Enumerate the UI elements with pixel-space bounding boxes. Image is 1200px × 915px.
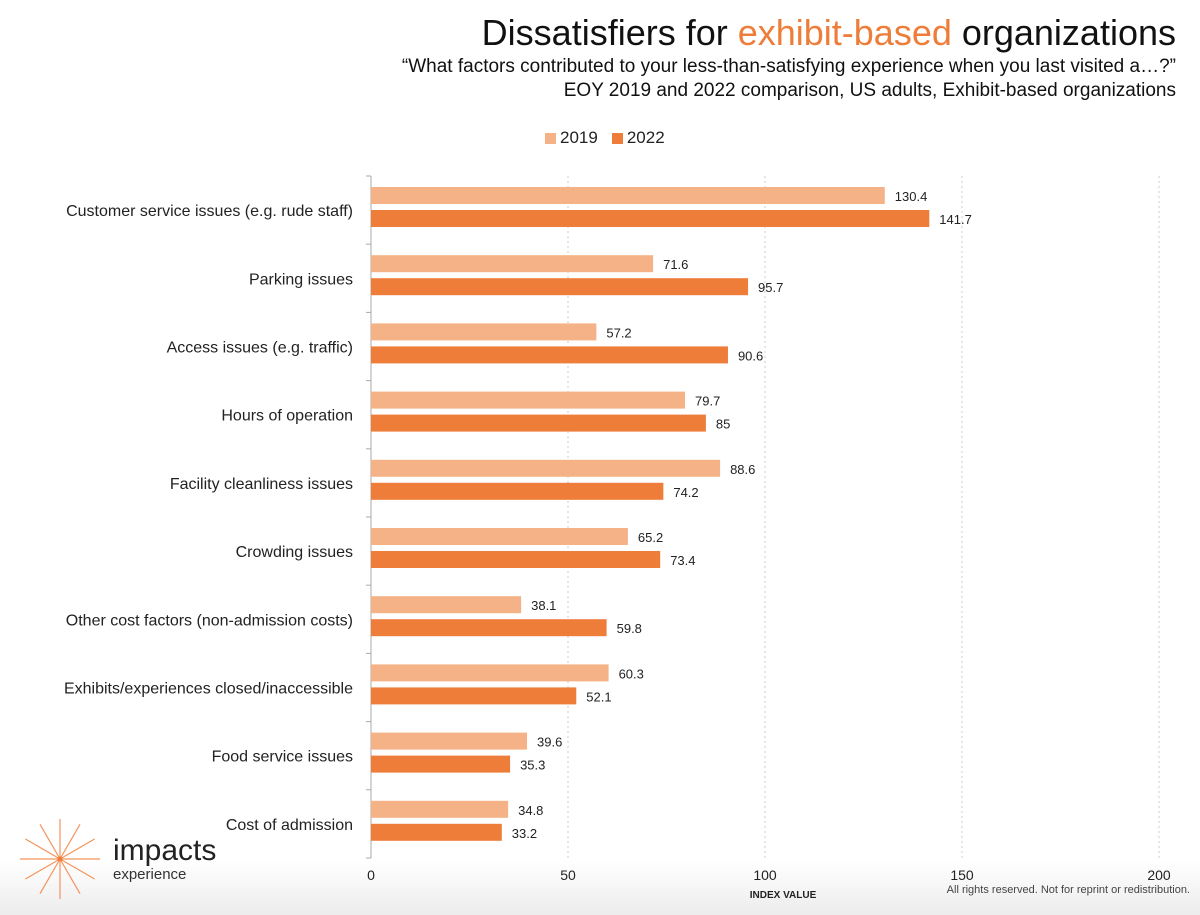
data-label: 60.3 (619, 666, 644, 681)
legend-label: 2019 (560, 128, 598, 147)
bar-2019 (371, 528, 628, 545)
data-label: 73.4 (670, 553, 695, 568)
data-label: 38.1 (531, 598, 556, 613)
bar-2019 (371, 323, 597, 341)
bar-2022 (371, 619, 607, 637)
x-tick-label: 200 (1147, 867, 1171, 883)
title-part: Dissatisfiers for (481, 12, 738, 53)
logo-text: impacts (113, 834, 217, 867)
bar-2019 (371, 664, 609, 682)
data-label: 90.6 (738, 348, 763, 363)
category-label: Access issues (e.g. traffic) (167, 340, 353, 357)
data-label: 79.7 (695, 394, 720, 409)
bar-2019 (371, 459, 721, 477)
category-label: Facility cleanliness issues (170, 476, 353, 493)
data-label: 52.1 (586, 689, 611, 704)
data-label: 88.6 (730, 462, 755, 477)
category-label: Customer service issues (e.g. rude staff… (66, 203, 353, 220)
bar-2022 (371, 414, 706, 432)
bar-2022 (371, 551, 661, 568)
x-tick-label: 0 (367, 867, 375, 883)
legend-item-2022: 2022 (611, 128, 665, 148)
title-part: organizations (951, 12, 1176, 53)
data-label: 130.4 (895, 189, 928, 204)
legend-swatch (545, 132, 556, 144)
logo-subtext: experience (113, 866, 187, 883)
bar-2022 (371, 346, 728, 364)
category-label: Food service issues (212, 749, 353, 766)
bar-2019 (371, 596, 522, 614)
data-label: 141.7 (939, 212, 972, 227)
bar-2019 (371, 391, 686, 409)
data-label: 65.2 (638, 530, 663, 545)
footer-note: All rights reserved. Not for reprint or … (946, 884, 1190, 896)
data-label: 34.8 (518, 803, 543, 818)
bar-2019 (371, 255, 654, 273)
category-label: Crowding issues (236, 544, 353, 561)
data-label: 71.6 (663, 257, 688, 272)
bar-2022 (371, 278, 749, 296)
bar-2019 (371, 732, 528, 750)
bar-2022 (371, 823, 502, 841)
x-axis-label: INDEX VALUE (750, 890, 817, 901)
x-tick-label: 150 (950, 867, 974, 883)
data-label: 39.6 (537, 735, 562, 750)
bar-2022 (371, 687, 577, 705)
bar-2019 (371, 800, 509, 818)
data-label: 59.8 (617, 621, 642, 636)
legend-item-2019: 2019 (545, 128, 598, 148)
data-label: 85 (716, 417, 730, 432)
bar-2022 (371, 482, 664, 500)
legend-label: 2022 (626, 128, 665, 147)
bar-2022 (371, 755, 511, 773)
subtitle-description: EOY 2019 and 2022 comparison, US adults,… (563, 80, 1176, 101)
legend-swatch (611, 132, 623, 144)
category-label: Cost of admission (226, 817, 353, 834)
data-label: 35.3 (520, 758, 545, 773)
category-label: Exhibits/experiences closed/inaccessible (64, 681, 353, 698)
data-label: 33.2 (512, 826, 537, 841)
x-tick-label: 50 (560, 867, 576, 883)
category-label: Parking issues (249, 271, 353, 288)
category-label: Other cost factors (non-admission costs) (66, 612, 353, 629)
data-label: 57.2 (606, 325, 631, 340)
subtitle-question: “What factors contributed to your less-t… (401, 56, 1176, 77)
category-label: Hours of operation (221, 408, 353, 425)
bar-2019 (371, 187, 885, 204)
bar-2022 (371, 210, 930, 227)
impacts-starburst-logo-icon (20, 819, 100, 899)
chart-title: Dissatisfiers for exhibit-based organiza… (482, 12, 1176, 54)
legend: 2019 2022 (545, 128, 665, 148)
data-label: 95.7 (758, 280, 783, 295)
data-label: 74.2 (673, 485, 698, 500)
title-highlight: exhibit-based (737, 12, 952, 53)
x-tick-label: 100 (753, 867, 777, 883)
